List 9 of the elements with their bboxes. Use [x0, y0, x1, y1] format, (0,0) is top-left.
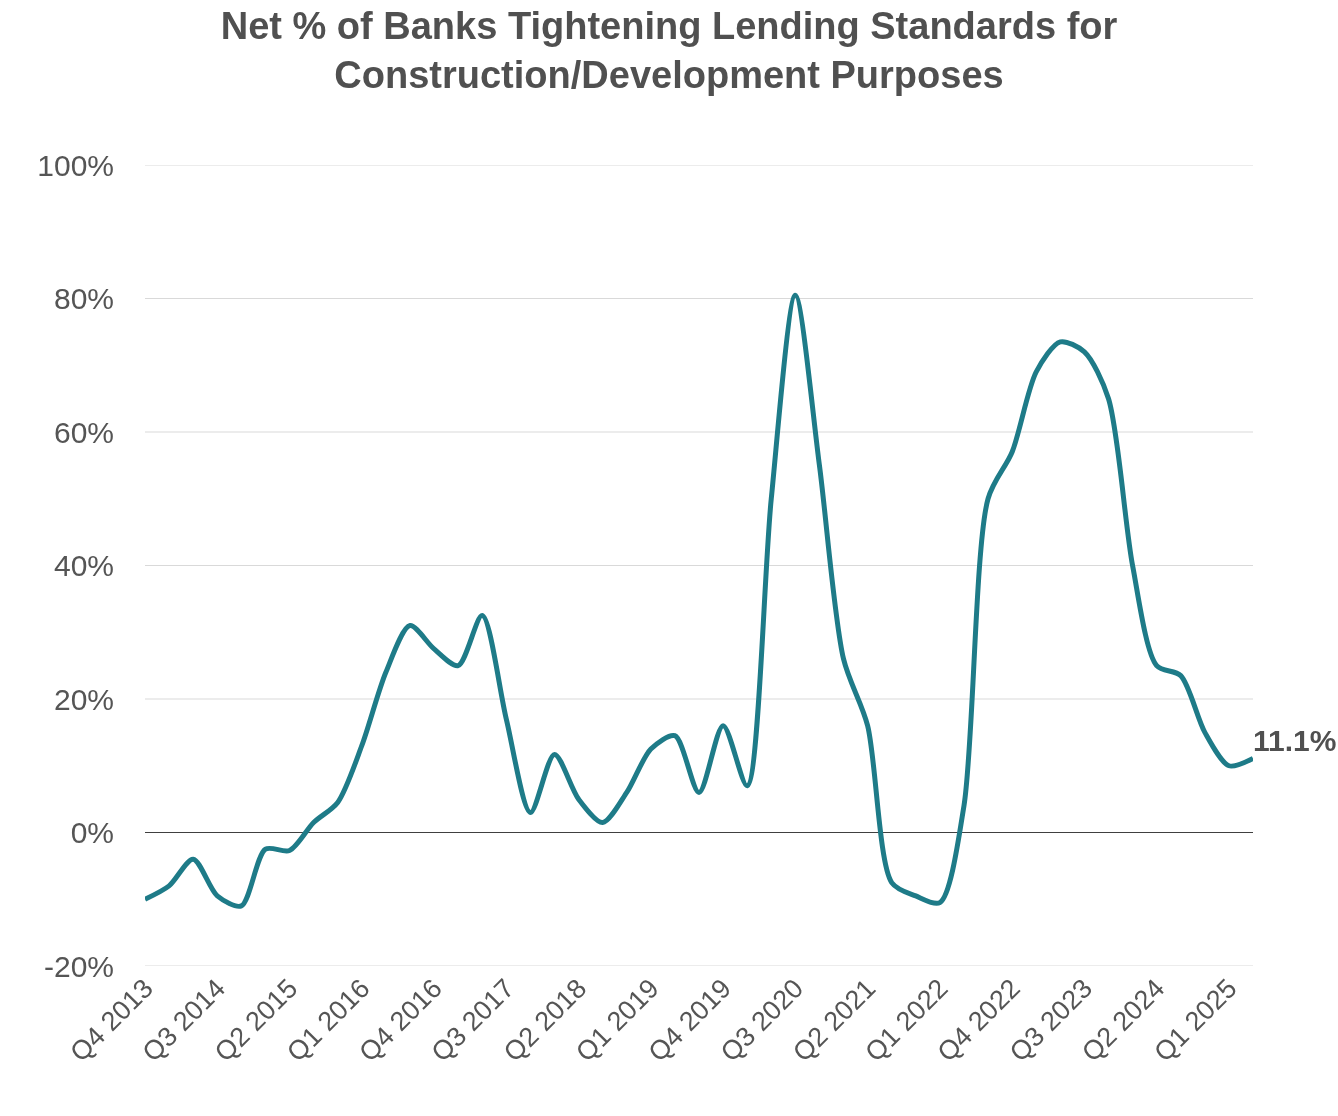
y-tick-label: 80% [53, 282, 114, 315]
y-tick-label: 60% [53, 415, 114, 449]
y-tick-label: 20% [53, 682, 114, 716]
y-tick-label: 0% [70, 816, 114, 849]
chart-title: Net % of Banks Tightening Lending Standards for Construction/Development Purposes [220, 5, 1118, 97]
y-tick-label: -20% [43, 949, 114, 983]
y-tick-label: 40% [53, 549, 114, 582]
y-tick-label: 100% [37, 148, 114, 182]
data-label: 11.1% [1253, 723, 1337, 757]
